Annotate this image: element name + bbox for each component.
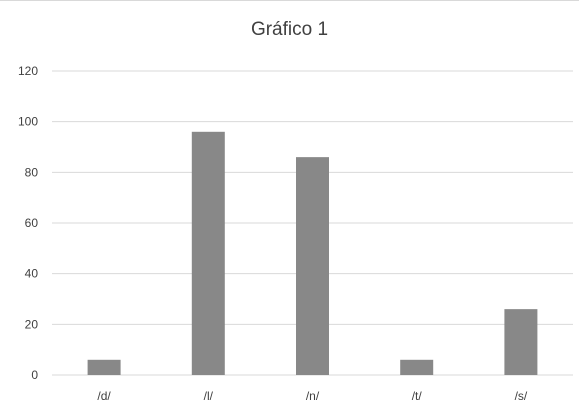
bars: [87, 131, 538, 375]
y-tick-label-20: 20: [25, 317, 39, 331]
x-axis: /d/ /l/ /n/ /t/ /s/: [97, 389, 527, 403]
bar-4: [504, 309, 538, 375]
x-tick-label-3: /t/: [412, 389, 423, 403]
y-tick-label-80: 80: [25, 165, 39, 179]
bar-1: [191, 131, 225, 375]
y-axis: 0 20 40 60 80 100 120: [18, 64, 38, 382]
x-tick-label-0: /d/: [97, 389, 111, 403]
y-tick-label-100: 100: [18, 115, 38, 129]
y-tick-label-120: 120: [18, 64, 38, 78]
bar-0: [87, 359, 121, 375]
y-tick-label-60: 60: [25, 216, 39, 230]
y-tick-label-40: 40: [25, 267, 39, 281]
chart-title: Gráfico 1: [250, 19, 329, 40]
bar-3: [400, 359, 434, 375]
bar-2: [296, 157, 329, 375]
x-tick-label-1: /l/: [204, 389, 214, 403]
y-tick-label-0: 0: [31, 368, 38, 382]
x-tick-label-4: /s/: [515, 389, 528, 403]
x-tick-label-2: /n/: [306, 389, 320, 403]
